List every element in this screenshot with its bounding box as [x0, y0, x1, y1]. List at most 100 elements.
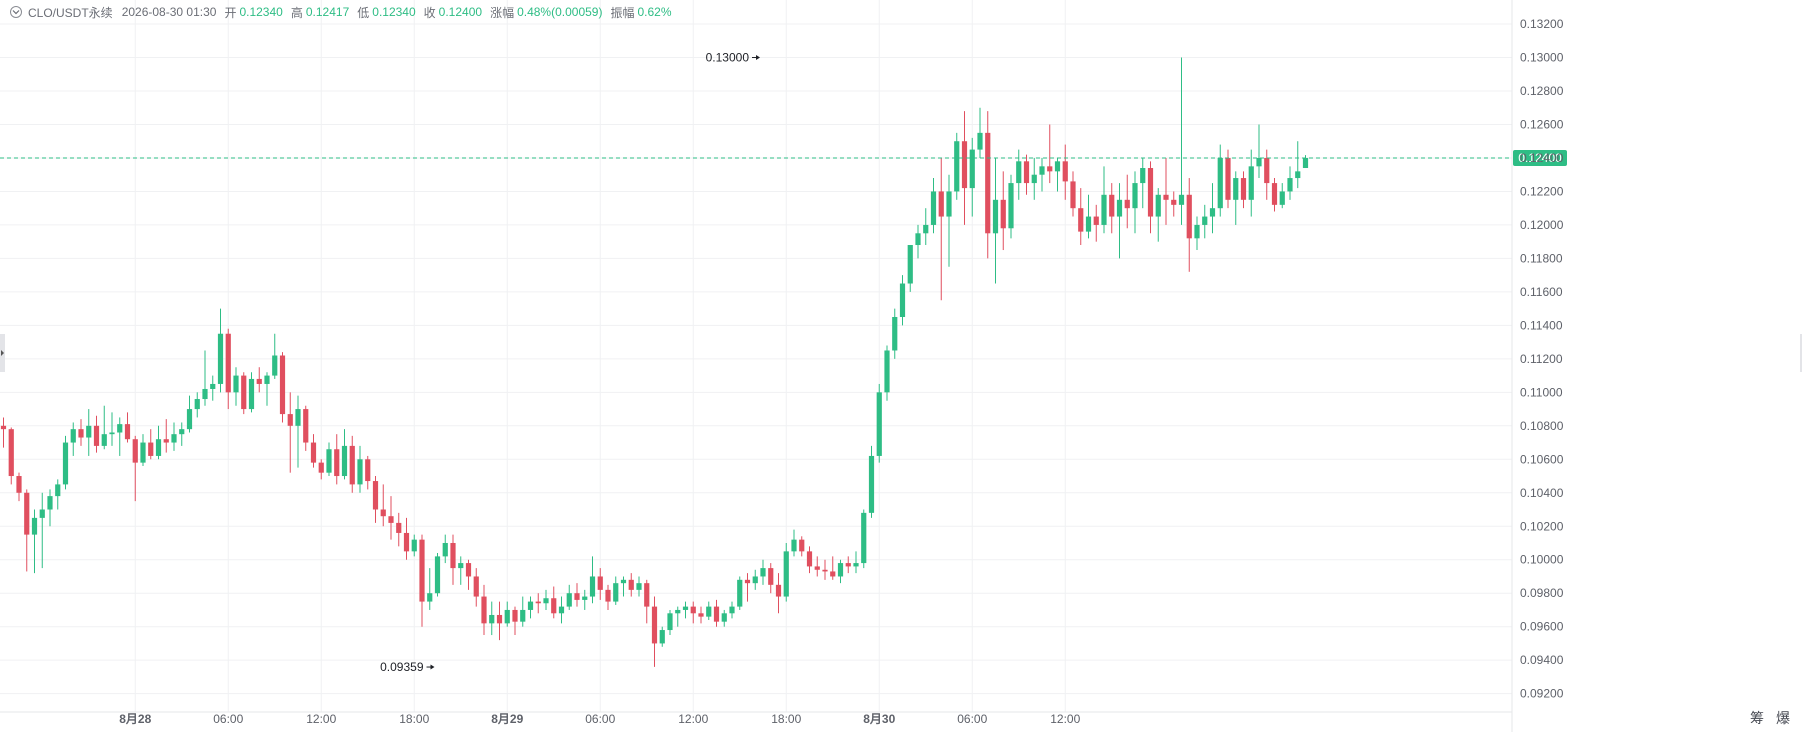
candle[interactable] [349, 435, 355, 493]
candle[interactable] [930, 178, 937, 234]
candle[interactable] [985, 111, 991, 259]
candle[interactable] [582, 589, 588, 610]
candle[interactable] [806, 546, 813, 574]
candle[interactable] [109, 412, 115, 446]
liquidation-button[interactable]: 爆 [1776, 710, 1790, 726]
candle[interactable] [1295, 141, 1301, 189]
candle[interactable] [1194, 216, 1200, 251]
candle[interactable] [295, 395, 301, 468]
candle[interactable] [830, 556, 836, 580]
candle[interactable] [496, 601, 503, 641]
candle[interactable] [853, 551, 859, 574]
candle[interactable] [1085, 194, 1092, 239]
chip-distribution-button[interactable]: 筹 [1750, 710, 1764, 726]
candle[interactable] [1302, 155, 1309, 169]
candle[interactable] [334, 434, 340, 485]
candle[interactable] [535, 593, 541, 614]
candle[interactable] [659, 626, 665, 647]
candle[interactable] [241, 372, 247, 415]
candle[interactable] [16, 472, 22, 502]
candle[interactable] [8, 427, 14, 485]
candle[interactable] [651, 596, 658, 667]
candle[interactable] [217, 308, 224, 393]
candle[interactable] [1047, 124, 1053, 184]
candle[interactable] [163, 419, 169, 453]
candle[interactable] [1132, 171, 1138, 234]
candle[interactable] [822, 559, 828, 580]
candle[interactable] [837, 559, 844, 584]
candle[interactable] [287, 392, 293, 473]
candle[interactable] [783, 542, 789, 602]
candle[interactable] [1109, 183, 1115, 234]
candle[interactable] [264, 372, 270, 406]
candle[interactable] [489, 601, 495, 636]
candle[interactable] [31, 509, 38, 574]
candle[interactable] [744, 573, 751, 602]
candle[interactable] [969, 137, 975, 217]
candle[interactable] [907, 245, 913, 292]
candle[interactable] [558, 596, 565, 624]
candle[interactable] [636, 576, 642, 597]
candle[interactable] [938, 157, 944, 301]
candle[interactable] [86, 409, 92, 456]
candle[interactable] [1000, 171, 1006, 251]
candle[interactable] [70, 422, 76, 456]
candle[interactable] [1240, 171, 1247, 209]
candle[interactable] [713, 599, 720, 627]
candle[interactable] [868, 445, 875, 518]
candle[interactable] [1101, 166, 1107, 234]
candle[interactable] [1163, 157, 1169, 225]
candle[interactable] [1225, 149, 1231, 209]
candle[interactable] [682, 601, 689, 619]
candle[interactable] [566, 584, 572, 610]
candle[interactable] [0, 417, 7, 448]
candle[interactable] [148, 429, 154, 460]
candle[interactable] [1217, 144, 1223, 217]
candle[interactable] [1279, 183, 1285, 209]
candle[interactable] [202, 350, 208, 406]
candle[interactable] [419, 534, 425, 627]
candle[interactable] [1140, 157, 1146, 209]
candle[interactable] [194, 392, 200, 418]
candle[interactable] [520, 596, 526, 627]
candle[interactable] [179, 422, 185, 446]
candle[interactable] [458, 556, 464, 585]
candle[interactable] [915, 224, 921, 259]
candle[interactable] [39, 492, 45, 569]
candle[interactable] [845, 556, 851, 574]
candle[interactable] [272, 333, 278, 379]
candle[interactable] [923, 208, 929, 246]
candle[interactable] [1233, 171, 1239, 225]
left-panel-handle[interactable] [0, 334, 5, 372]
candle[interactable] [1031, 157, 1037, 200]
candle[interactable] [814, 556, 820, 577]
candle[interactable] [210, 375, 216, 401]
candle[interactable] [775, 573, 782, 614]
candle[interactable] [551, 586, 557, 619]
candle[interactable] [225, 328, 231, 410]
candle[interactable] [450, 534, 456, 585]
candle[interactable] [303, 405, 309, 451]
candle[interactable] [310, 434, 317, 468]
candle[interactable] [124, 412, 131, 443]
candle[interactable] [357, 445, 363, 493]
candle[interactable] [1209, 183, 1216, 234]
candle[interactable] [47, 489, 53, 527]
candle[interactable] [613, 576, 619, 605]
candle[interactable] [1147, 161, 1154, 234]
candles[interactable] [0, 57, 1309, 667]
candle[interactable] [543, 589, 549, 610]
candle[interactable] [318, 459, 324, 480]
candle[interactable] [884, 345, 890, 401]
candle[interactable] [427, 568, 433, 610]
candle[interactable] [946, 174, 952, 267]
candle[interactable] [341, 429, 348, 480]
candle[interactable] [248, 372, 255, 413]
candle[interactable] [1070, 171, 1076, 217]
candle[interactable] [365, 455, 371, 490]
candle[interactable] [892, 308, 898, 359]
candle[interactable] [434, 553, 441, 597]
candle[interactable] [1287, 166, 1293, 200]
candle[interactable] [256, 367, 262, 393]
candle[interactable] [1016, 149, 1022, 200]
